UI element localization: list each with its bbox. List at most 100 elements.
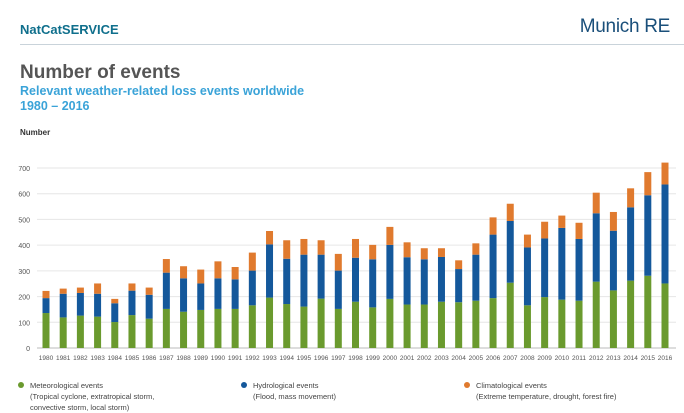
x-tick-label: 1992 xyxy=(245,355,260,362)
brand-name: NatCatSERVICE xyxy=(20,22,119,37)
bar-segment xyxy=(541,221,549,239)
munich-re-logo: Munich RE xyxy=(579,16,671,37)
bar-segment xyxy=(489,298,497,348)
bar-segment xyxy=(94,283,102,294)
bar-segment xyxy=(558,299,566,348)
bar-segment xyxy=(455,260,463,270)
bar-segment xyxy=(145,318,153,348)
bar-segment xyxy=(231,279,239,309)
x-tick-label: 1994 xyxy=(279,355,294,362)
x-tick-label: 2007 xyxy=(503,355,518,362)
bar-segment xyxy=(180,266,188,279)
x-tick-label: 1989 xyxy=(194,355,209,362)
x-tick-label: 1982 xyxy=(73,355,88,362)
x-tick-label: 2002 xyxy=(417,355,432,362)
bar-segment xyxy=(506,203,514,221)
bar-segment xyxy=(248,270,256,306)
bar-segment xyxy=(197,269,205,284)
y-axis-label: Number xyxy=(20,128,51,137)
bar-segment xyxy=(111,303,119,323)
x-tick-label: 2009 xyxy=(537,355,552,362)
bar-segment xyxy=(76,287,84,293)
bar-segment xyxy=(455,269,463,303)
bar-segment xyxy=(214,308,222,348)
bar-segment xyxy=(197,309,205,348)
x-tick-label: 2013 xyxy=(606,355,621,362)
legend-label: Climatological events xyxy=(476,381,547,390)
y-tick-label: 400 xyxy=(18,243,30,250)
bar-segment xyxy=(386,298,394,348)
x-tick-label: 2001 xyxy=(400,355,415,362)
bar-segment xyxy=(248,252,256,271)
bar-segment xyxy=(403,257,411,305)
bar-segment xyxy=(644,195,652,276)
x-tick-label: 1983 xyxy=(90,355,105,362)
bar-segment xyxy=(128,290,136,316)
x-tick-label: 2011 xyxy=(572,355,586,362)
y-tick-label: 700 xyxy=(18,166,30,173)
legend-label: Meteorological events xyxy=(30,381,103,390)
bar-segment xyxy=(609,211,617,231)
y-tick-label: 300 xyxy=(18,269,30,276)
bar-segment xyxy=(266,297,274,348)
bar-segment xyxy=(317,254,325,299)
x-tick-label: 1991 xyxy=(228,355,243,362)
bar-segment xyxy=(592,192,600,214)
x-tick-label: 2015 xyxy=(641,355,656,362)
bar-segment xyxy=(644,275,652,348)
bar-segment xyxy=(369,307,377,348)
bar-segment xyxy=(489,217,497,235)
bar-segment xyxy=(162,272,170,309)
bar-segment xyxy=(541,238,549,298)
legend-swatch xyxy=(18,382,24,388)
legend-note: (Tropical cyclone, extratropical storm, … xyxy=(30,392,155,412)
bar-segment xyxy=(575,222,583,239)
bar-segment xyxy=(592,213,600,282)
bar-segment xyxy=(386,244,394,299)
bar-segment xyxy=(334,270,342,309)
bar-segment xyxy=(386,226,394,245)
x-tick-label: 2010 xyxy=(555,355,570,362)
bar-segment xyxy=(455,302,463,348)
bar-segment xyxy=(489,234,497,299)
bar-segment xyxy=(145,287,153,295)
y-tick-label: 600 xyxy=(18,192,30,199)
chart-subtitle: Relevant weather-related loss events wor… xyxy=(20,84,305,113)
bar-segment xyxy=(42,313,50,348)
bar-segment xyxy=(609,230,617,291)
bar-segment xyxy=(94,316,102,348)
x-tick-label: 2004 xyxy=(451,355,466,362)
bar-segment xyxy=(627,207,635,281)
bar-segment xyxy=(472,300,480,348)
x-tick-label: 2014 xyxy=(623,355,638,362)
bar-segment xyxy=(42,298,50,314)
bar-segment xyxy=(145,294,153,319)
bar-segment xyxy=(162,308,170,348)
bar-segment xyxy=(627,188,635,208)
x-tick-label: 1985 xyxy=(125,355,140,362)
bar-segment xyxy=(214,261,222,279)
x-tick-label: 1993 xyxy=(262,355,277,362)
bar-segment xyxy=(248,305,256,348)
bar-segment xyxy=(472,254,480,301)
bar-segment xyxy=(437,301,445,348)
bar-segment xyxy=(403,304,411,348)
bar-segment xyxy=(661,162,669,185)
bar-segment xyxy=(472,243,480,255)
x-tick-label: 1997 xyxy=(331,355,346,362)
legend-label: Hydrological events xyxy=(253,381,319,390)
bar-segment xyxy=(266,244,274,298)
bar-segment xyxy=(59,293,67,318)
x-tick-label: 1995 xyxy=(297,355,312,362)
bar-segment xyxy=(283,258,291,305)
x-tick-label: 1996 xyxy=(314,355,329,362)
bar-segment xyxy=(334,308,342,348)
bar-segment xyxy=(111,322,119,348)
bar-segment xyxy=(214,278,222,309)
bar-segment xyxy=(609,290,617,348)
x-tick-label: 2006 xyxy=(486,355,501,362)
x-tick-label: 1987 xyxy=(159,355,174,362)
bar-segment xyxy=(403,242,411,258)
bar-segment xyxy=(420,259,428,305)
